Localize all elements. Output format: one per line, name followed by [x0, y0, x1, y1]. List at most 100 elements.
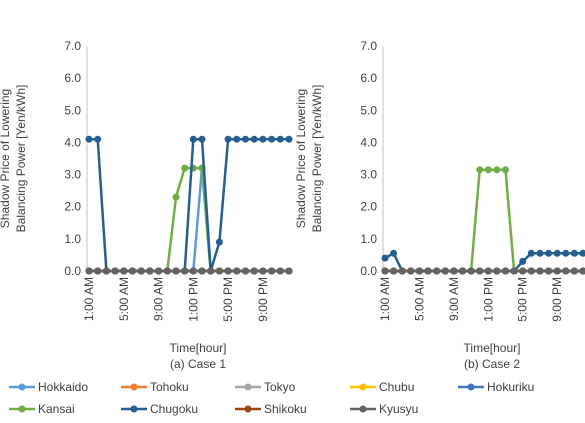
data-point	[484, 166, 492, 174]
data-point	[189, 267, 197, 275]
y-tick-label: 0.0	[64, 264, 81, 278]
legend-swatch-marker	[244, 405, 252, 413]
data-point	[570, 267, 578, 275]
data-point	[172, 193, 180, 201]
data-point	[155, 267, 163, 275]
series-line	[384, 252, 583, 273]
data-point	[94, 135, 102, 143]
data-point	[459, 267, 466, 275]
y-axis-title: Balancing Power [Yen/kWh]	[310, 85, 324, 233]
legend-label: Kyusyu	[379, 402, 418, 416]
legend-item-hokkaido: Hokkaido	[9, 380, 88, 394]
data-point	[536, 267, 544, 275]
legend-swatch-marker	[359, 405, 367, 413]
series-kyusyu	[85, 267, 293, 275]
x-tick-label: 5:00 PM	[516, 277, 530, 322]
data-point	[120, 267, 128, 275]
data-point	[476, 166, 484, 174]
data-point	[181, 267, 189, 275]
legend-swatch-marker	[244, 383, 252, 391]
data-point	[268, 135, 276, 143]
legend-item-shikoku: Shikoku	[235, 402, 307, 416]
data-point	[224, 267, 232, 275]
legend-swatch-marker	[467, 383, 475, 391]
data-point	[233, 135, 241, 143]
data-point	[215, 267, 223, 275]
series-chugoku	[85, 135, 293, 275]
data-point	[259, 267, 267, 275]
data-point	[476, 267, 484, 275]
x-tick-label: 9:00 AM	[447, 277, 461, 321]
legend-label: Tokyo	[264, 380, 296, 394]
data-point	[224, 135, 232, 143]
y-axis-title: Shadow Price of Lowering	[0, 89, 12, 228]
data-point	[259, 135, 267, 143]
data-point	[441, 267, 449, 275]
data-point	[519, 267, 527, 275]
legend-swatch-marker	[359, 383, 367, 391]
data-point	[502, 267, 509, 275]
y-tick-label: 6.0	[64, 71, 81, 85]
data-point	[424, 267, 432, 275]
data-point	[398, 267, 406, 275]
data-point	[562, 267, 570, 275]
data-point	[85, 267, 93, 275]
data-point	[189, 135, 197, 143]
y-tick-label: 5.0	[360, 103, 377, 117]
data-point	[215, 238, 223, 246]
legend-swatch-marker	[18, 405, 26, 413]
series-line	[89, 137, 289, 273]
y-tick-label: 4.0	[360, 135, 377, 149]
y-tick-label: 0.0	[360, 264, 377, 278]
x-tick-label: 9:00 AM	[152, 277, 166, 321]
legend-item-kyusyu: Kyusyu	[350, 402, 418, 416]
data-point	[268, 267, 276, 275]
chart-panel-2: 0.0 1.0 2.0 3.0 4.0 5.0 6.0 7.0 1:00 AM 5:00 AM 9:…	[294, 39, 585, 371]
y-tick-label: 3.0	[360, 168, 377, 182]
x-tick-label: 9:00 PM	[256, 277, 270, 322]
legend-label: Hokuriku	[487, 380, 534, 394]
legend-label: Shikoku	[264, 402, 307, 416]
data-point	[85, 135, 93, 143]
legend-item-tokyo: Tokyo	[235, 380, 296, 394]
data-point	[519, 257, 527, 265]
data-point	[467, 267, 475, 275]
data-point	[250, 267, 258, 275]
data-point	[102, 267, 110, 275]
y-axis-title: Balancing Power [Yen/kWh]	[14, 85, 28, 233]
legend-swatch-marker	[18, 383, 26, 391]
legend-label: Chugoku	[150, 402, 198, 416]
x-tick-label: 5:00 PM	[221, 277, 235, 322]
data-point	[553, 249, 561, 257]
data-point	[198, 267, 206, 275]
x-tick-label: 1:00 AM	[82, 277, 96, 321]
data-point	[285, 267, 293, 275]
data-point	[545, 249, 553, 257]
legend-item-chugoku: Chugoku	[121, 402, 198, 416]
legend-label: Chubu	[379, 380, 414, 394]
data-point	[207, 267, 215, 275]
data-point	[181, 164, 189, 172]
data-point	[493, 166, 501, 174]
data-point	[450, 267, 458, 275]
x-tick-label: 9:00 PM	[550, 277, 564, 322]
legend: Hokkaido Tohoku Tokyo Chubu Hokuriku Kansai Ch…	[9, 380, 534, 416]
data-point	[579, 249, 585, 257]
x-tick-label: 5:00 AM	[412, 277, 426, 321]
y-tick-label: 7.0	[64, 39, 81, 53]
legend-item-hokuriku: Hokuriku	[458, 380, 534, 394]
data-point	[163, 267, 171, 275]
data-point	[502, 166, 509, 174]
data-point	[536, 249, 544, 257]
legend-swatch-marker	[130, 405, 138, 413]
legend-label: Tohoku	[150, 380, 189, 394]
data-point	[137, 267, 145, 275]
data-point	[381, 254, 389, 262]
data-point	[407, 267, 415, 275]
x-axis-title: Time[hour]	[170, 341, 227, 355]
x-tick-label: 5:00 AM	[117, 277, 131, 321]
chart-caption: (a) Case 1	[170, 357, 226, 371]
y-tick-label: 6.0	[360, 71, 377, 85]
x-tick-label: 1:00 AM	[378, 277, 392, 321]
